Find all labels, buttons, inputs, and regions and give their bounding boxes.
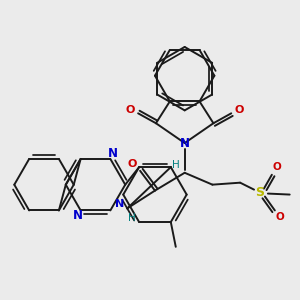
Text: N: N <box>73 209 83 222</box>
Text: H: H <box>128 213 136 223</box>
Text: N: N <box>180 136 190 149</box>
Text: O: O <box>275 212 284 222</box>
Text: S: S <box>256 186 265 199</box>
Text: N: N <box>108 148 118 160</box>
Text: N: N <box>115 200 124 209</box>
Text: O: O <box>235 105 244 116</box>
Text: O: O <box>125 105 135 116</box>
Text: O: O <box>128 159 137 169</box>
Text: H: H <box>172 160 180 170</box>
Text: O: O <box>272 162 281 172</box>
